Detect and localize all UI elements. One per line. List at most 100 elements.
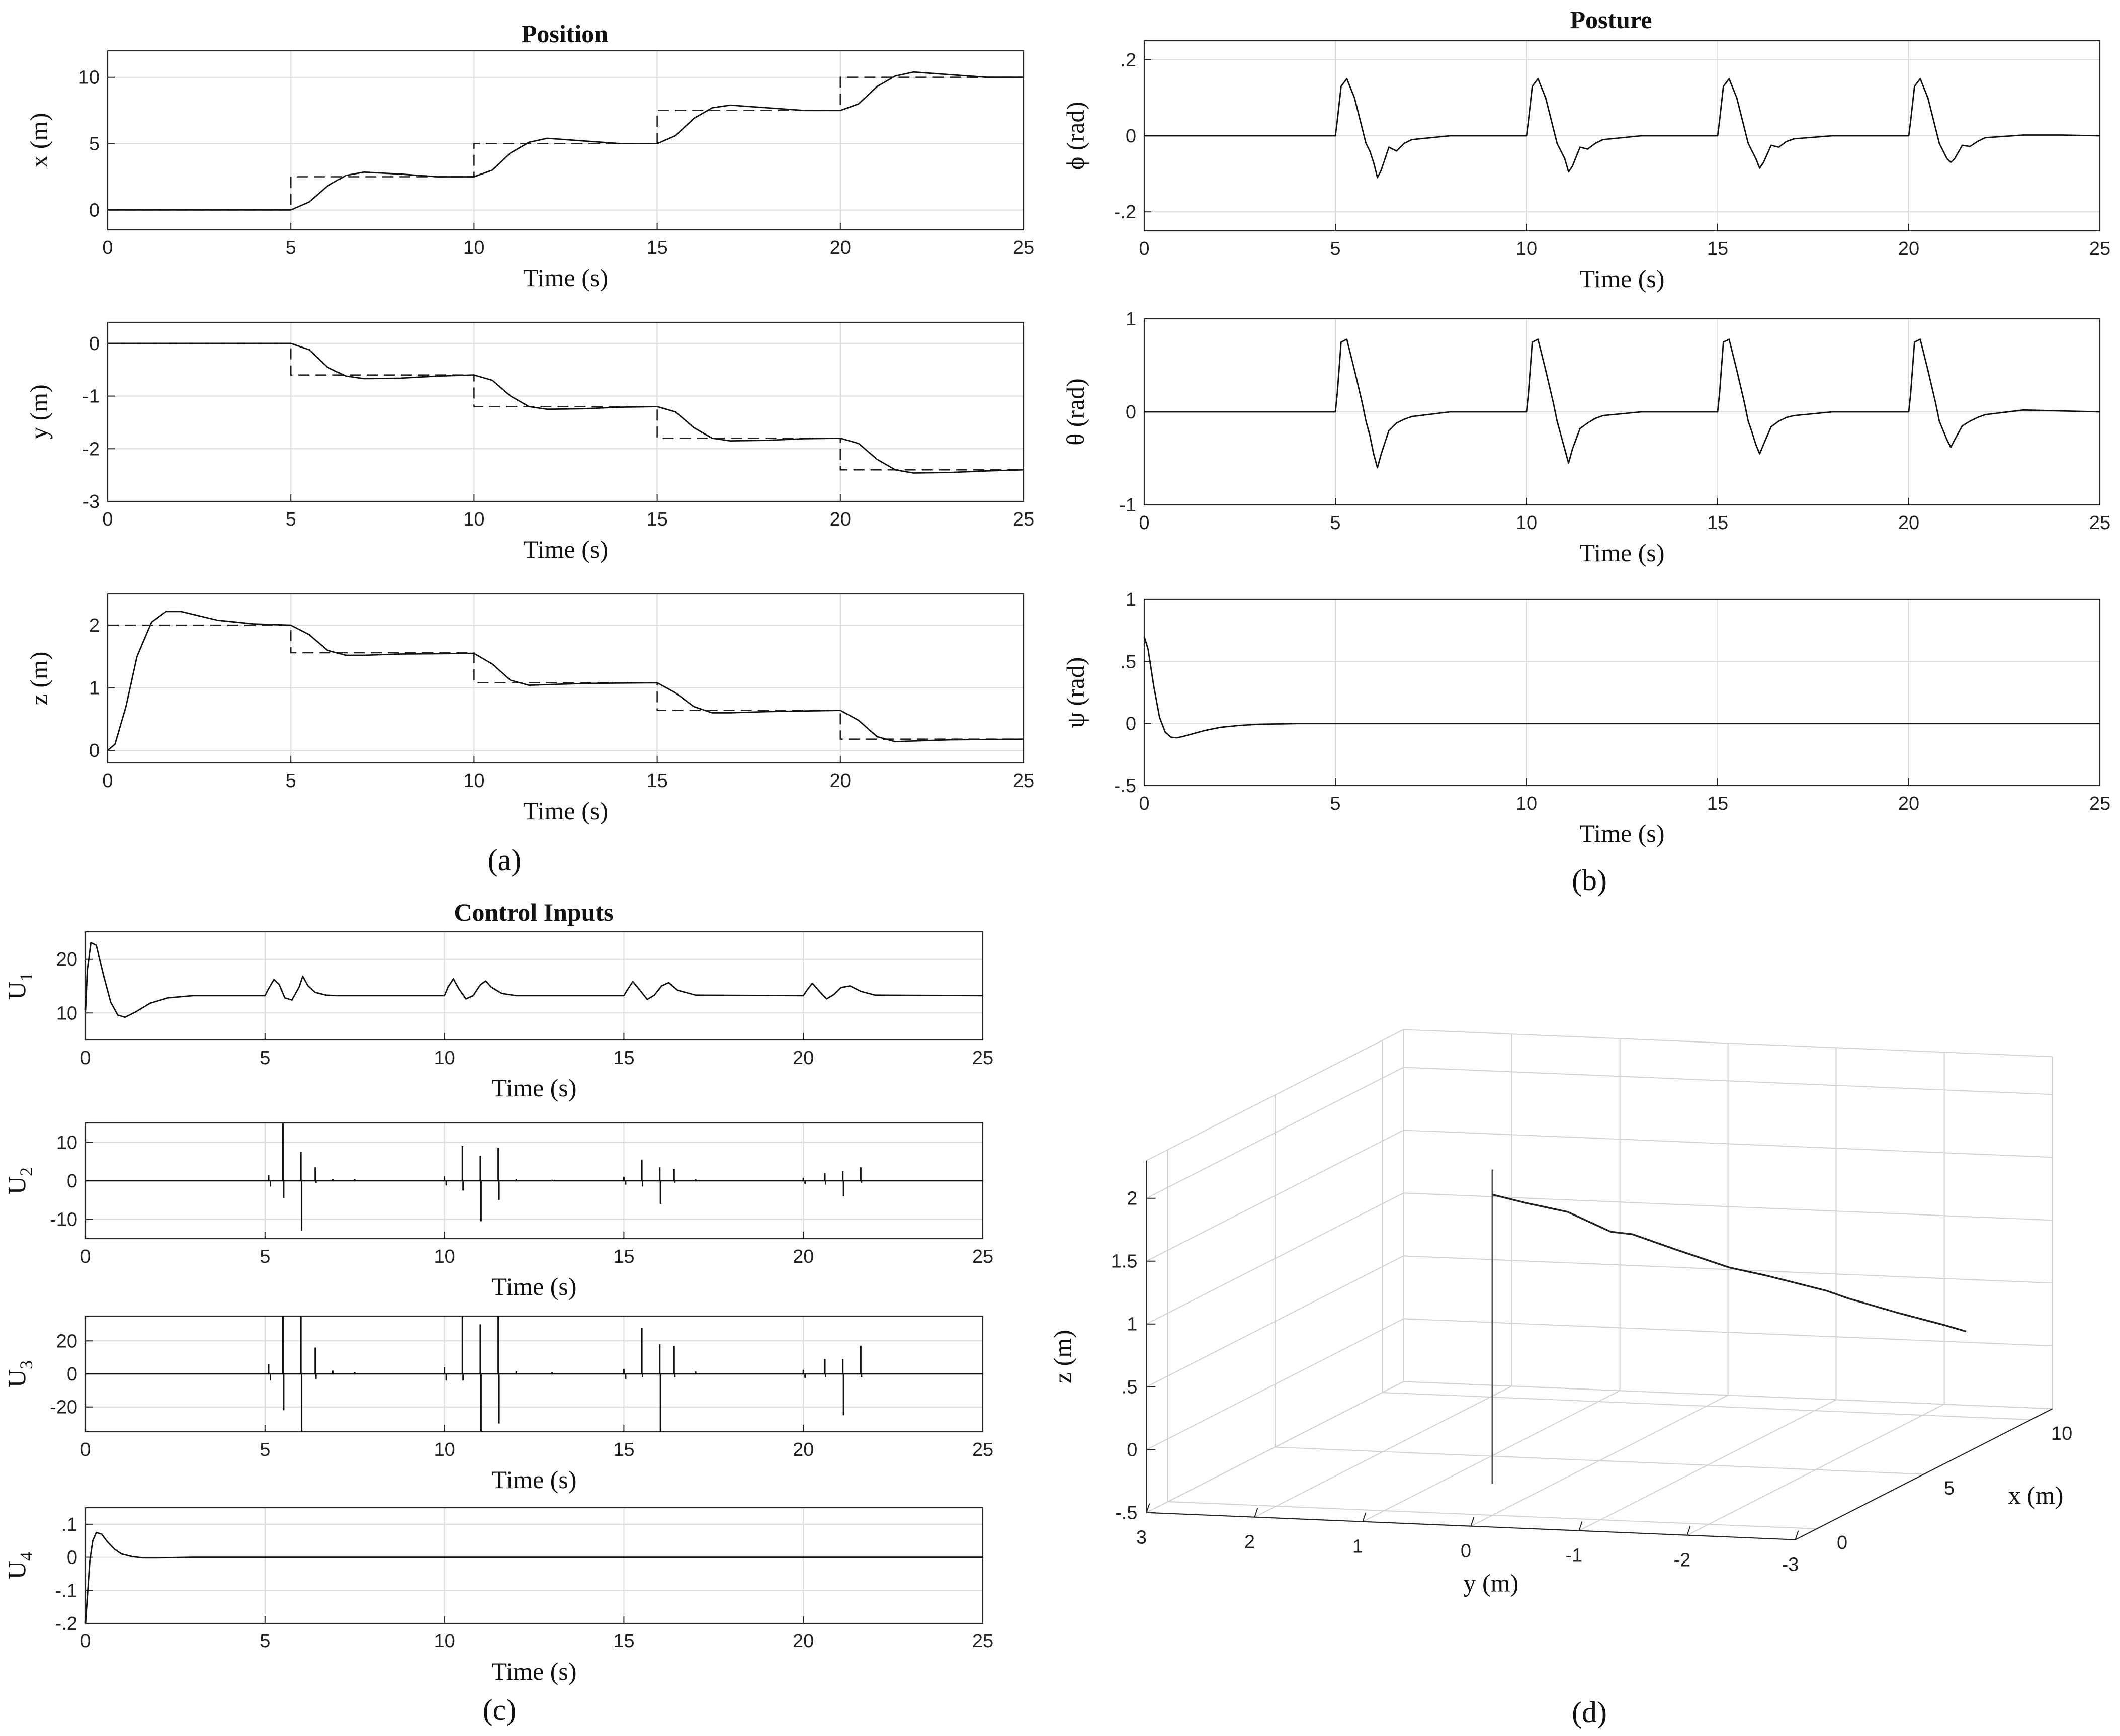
axes-box	[107, 321, 1025, 502]
x-tick-label: 25	[2089, 793, 2110, 814]
axes-box	[84, 931, 984, 1041]
chart-u1: 0 5 10 15 20 25 10 20 Time (s) U1	[3, 931, 993, 1102]
x-tick-label: 10	[1516, 512, 1537, 534]
y-tick-label: .2	[1120, 50, 1136, 71]
y-tick-label: 0	[67, 1547, 77, 1569]
y-axis-label: U2	[3, 1167, 36, 1194]
x-axis-label: Time (s)	[491, 1465, 576, 1494]
axes-box	[1143, 598, 2101, 787]
x-tick-label: 15	[1707, 238, 1728, 259]
x-tick-label: 0	[1837, 1532, 1847, 1553]
y-axis-label: θ (rad)	[1061, 378, 1089, 446]
series-line-psi	[1143, 636, 2100, 739]
x-axis-label: Time (s)	[1579, 539, 1664, 567]
y-axis-label: ψ (rad)	[1061, 657, 1089, 728]
axes-box	[107, 50, 1025, 231]
z-tick-label: .5	[1122, 1377, 1138, 1398]
x-axis-label: Time (s)	[491, 1272, 576, 1300]
y-axis-label-subscript: 2	[16, 1167, 36, 1176]
x-tick-label: 25	[1013, 509, 1034, 530]
x-tick-label: 5	[260, 1631, 270, 1652]
chart-u4: 0 5 10 15 20 25 .1 0 -.1 -.2 Time (s) U4	[3, 1507, 993, 1685]
x-tick-label: 20	[1898, 512, 1919, 534]
y-tick-label: -.2	[55, 1613, 77, 1634]
y-tick-label: -10	[50, 1209, 77, 1231]
x-tick-label: 15	[613, 1439, 634, 1460]
side-wall-gridline-z	[1146, 1067, 1404, 1199]
y-axis-label: y (m)	[25, 384, 53, 440]
x-tick-label: 20	[793, 1439, 814, 1460]
series-line-phi	[1144, 78, 2100, 179]
x-tick-label: 5	[286, 770, 296, 792]
y-axis-label: z (m)	[25, 652, 53, 706]
x-axis-label: Time (s)	[491, 1657, 576, 1685]
x-axis-label: x (m)	[2008, 1481, 2064, 1509]
y-axis-label: x (m)	[25, 113, 53, 168]
x-tick-label: 0	[102, 509, 113, 530]
y-tick-label: 0	[1126, 402, 1136, 423]
chart-y: 0 5 10 15 20 25 0 -1 -2 -3 Time (s) y (m)	[25, 321, 1034, 563]
x-tick-label: 10	[434, 1631, 455, 1652]
series-line-reference	[108, 342, 1024, 471]
y-tick-label: 5	[89, 134, 100, 155]
x-tick-label: 25	[2089, 238, 2110, 259]
x-tick-label: 5	[260, 1048, 270, 1069]
x-tick-label: 20	[830, 770, 851, 792]
x-tick-label: 25	[972, 1439, 993, 1460]
x-tick-label: 15	[1707, 793, 1728, 814]
x-tick-label: 25	[1013, 770, 1034, 792]
x-axis-label: Time (s)	[523, 535, 608, 563]
x-tick-label: 5	[286, 237, 296, 258]
y-tick-label: -2	[1674, 1550, 1691, 1571]
y-tick-label: .1	[61, 1514, 77, 1535]
y-tick-label: -2	[82, 439, 100, 460]
axes-box	[84, 1507, 984, 1624]
y-tick	[1254, 1508, 1258, 1518]
x-tick-label: 0	[80, 1246, 91, 1267]
y-tick-label: 1	[89, 678, 100, 699]
x-tick-label: 10	[434, 1246, 455, 1267]
y-tick-label: 0	[67, 1364, 77, 1385]
x-tick-label: 0	[1139, 512, 1149, 534]
panel-label-b: (b)	[1572, 863, 1607, 897]
y-tick-label: 2	[89, 615, 100, 636]
y-tick-label: 10	[56, 1132, 77, 1153]
y-tick-label: 1	[1126, 589, 1136, 611]
z-tick-label: -.5	[1115, 1503, 1137, 1524]
floor-gridline-y	[1362, 1390, 1621, 1522]
y-tick-label: 20	[56, 1331, 77, 1352]
z-tick-label: 1.5	[1111, 1251, 1138, 1272]
side-wall-gridline-z	[1146, 1029, 1404, 1161]
series-line-reference	[108, 76, 1024, 211]
y-axis-label: U1	[3, 972, 36, 999]
x-tick-label: 0	[1139, 793, 1149, 814]
y-tick	[1578, 1521, 1583, 1531]
back-wall-gridline-z	[1403, 1318, 2053, 1347]
x-tick-label: 15	[613, 1631, 634, 1652]
series-line-trajectory	[1492, 1193, 1967, 1333]
series-line-U4	[84, 1531, 983, 1624]
floor-gridline-y	[1686, 1404, 1945, 1536]
x-tick-label: 25	[2089, 512, 2110, 534]
x-tick-label: 25	[972, 1048, 993, 1069]
x-tick-label: 10	[434, 1048, 455, 1069]
x-tick-label: 10	[1516, 238, 1537, 259]
x-axis-label: Time (s)	[1579, 265, 1664, 293]
z-axis-label: z (m)	[1048, 1330, 1076, 1383]
y-axis-label: ϕ (rad)	[1061, 102, 1089, 170]
y-axis-label-subscript: 4	[16, 1552, 36, 1561]
x-tick-label: 5	[1330, 512, 1340, 534]
posture-group-title: Posture	[1570, 6, 1652, 34]
y-tick-label: -20	[50, 1397, 77, 1418]
y-tick-label: -.2	[1114, 202, 1136, 223]
x-tick-label: 5	[260, 1246, 270, 1267]
x-tick-label: 0	[1139, 238, 1149, 259]
x-tick-label: 25	[1013, 237, 1034, 258]
series-line-U1	[84, 942, 983, 1018]
x-tick-label: 10	[463, 509, 484, 530]
